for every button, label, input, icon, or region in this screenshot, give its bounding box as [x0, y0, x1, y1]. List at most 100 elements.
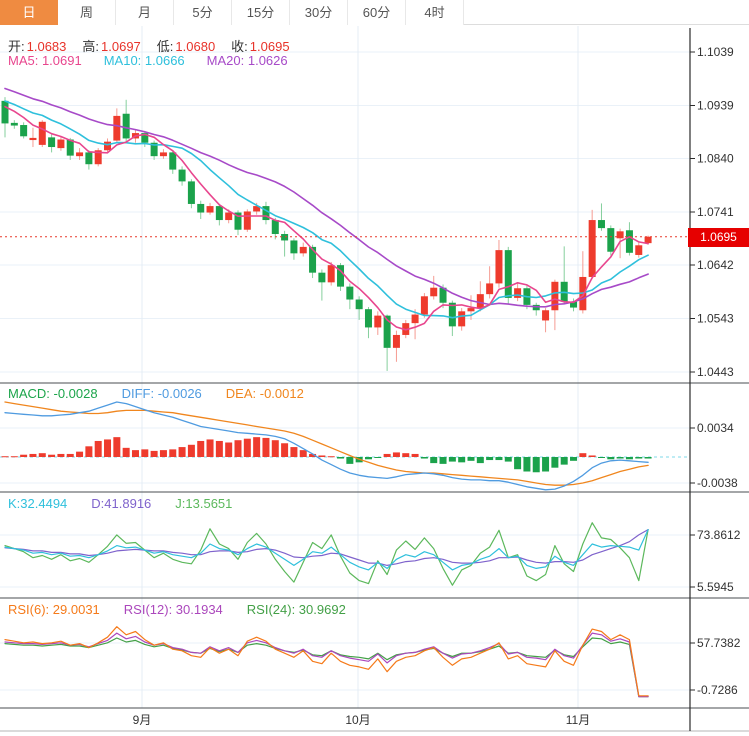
macd-hist-bar — [551, 457, 559, 468]
candle-body — [542, 310, 550, 321]
candle-body — [448, 302, 456, 327]
candle-body — [644, 236, 652, 244]
macd-hist-bar — [392, 452, 400, 457]
macd-hist-bar — [514, 457, 522, 470]
low-pair: 低: 1.0680 — [157, 36, 215, 55]
candle-body — [588, 220, 596, 277]
open-pair: 开: 1.0683 — [8, 36, 66, 55]
d-line — [4, 528, 649, 567]
macd-hist-bar — [169, 449, 177, 457]
high-pair: 高: 1.0697 — [82, 36, 140, 55]
candle-body — [262, 206, 270, 221]
candle-body — [439, 287, 447, 303]
tab-timeframe-7[interactable]: 4时 — [406, 0, 464, 25]
macd-hist-bar — [309, 453, 317, 457]
rsi-legend-row: RSI(6): 29.0031 RSI(12): 30.1934 RSI(24)… — [8, 602, 346, 617]
macd-hist-bar — [104, 439, 112, 457]
macd-hist-bar — [364, 457, 372, 460]
macd-hist-bar — [607, 457, 615, 460]
macd-hist-bar — [439, 457, 447, 464]
candle-body — [206, 206, 214, 213]
axis-label: 0.0034 — [697, 421, 734, 435]
tab-timeframe-6[interactable]: 60分 — [348, 0, 406, 25]
macd-hist-bar — [579, 453, 587, 457]
macd-hist-bar — [476, 457, 484, 464]
rsi12-value-legend: RSI(12): 30.1934 — [123, 602, 223, 617]
macd-hist-bar — [420, 457, 428, 459]
macd-hist-bar — [159, 450, 167, 457]
tab-timeframe-0[interactable]: 日 — [0, 0, 58, 25]
candle-body — [94, 150, 102, 165]
axis-label: 1.0543 — [697, 312, 734, 326]
macd-hist-bar — [402, 453, 410, 457]
month-label: 10月 — [345, 713, 370, 727]
macd-hist-bar — [346, 457, 354, 464]
macd-hist-bar — [113, 437, 121, 457]
macd-value-legend: MACD: -0.0028 — [8, 386, 98, 401]
candle-body — [169, 152, 177, 170]
macd-hist-bar — [215, 440, 223, 457]
open-value: 1.0683 — [26, 39, 67, 54]
tab-timeframe-2[interactable]: 月 — [116, 0, 174, 25]
axis-label: -0.7286 — [697, 683, 738, 697]
macd-hist-bar — [560, 457, 568, 465]
macd-hist-bar — [597, 457, 605, 458]
candle-body — [616, 231, 624, 239]
macd-hist-bar — [38, 453, 46, 457]
high-label: 高: — [82, 39, 100, 54]
ma5-legend: MA5: 1.0691 — [8, 53, 82, 68]
macd-hist-bar — [225, 442, 233, 457]
macd-hist-bar — [29, 453, 37, 457]
macd-hist-bar — [94, 440, 102, 457]
macd-hist-bar — [327, 456, 335, 458]
candle-body — [122, 113, 130, 139]
macd-hist-bar — [486, 457, 494, 461]
tab-timeframe-1[interactable]: 周 — [58, 0, 116, 25]
macd-hist-bar — [243, 438, 251, 457]
candle-body — [420, 296, 428, 315]
candle-body — [318, 272, 326, 283]
macd-hist-bar — [187, 444, 195, 457]
rsi24-line — [4, 637, 649, 698]
macd-hist-bar — [458, 457, 466, 463]
rsi12-line — [4, 632, 649, 698]
ma10-legend: MA10: 1.0666 — [103, 53, 185, 68]
candle-body — [197, 203, 205, 213]
macd-hist-bar — [122, 447, 130, 457]
tab-timeframe-5[interactable]: 30分 — [290, 0, 348, 25]
candle-body — [467, 308, 475, 312]
candle-body — [243, 211, 251, 230]
macd-hist-bar — [318, 455, 326, 457]
close-label: 收: — [231, 39, 248, 54]
candle-body — [495, 250, 503, 284]
low-label: 低: — [156, 39, 174, 54]
ma20-legend: MA20: 1.0626 — [206, 53, 288, 68]
candle-body — [38, 121, 46, 145]
last-price-badge: 1.0695 — [688, 228, 749, 247]
candle-body — [309, 246, 317, 273]
month-label: 11月 — [566, 713, 590, 727]
macd-hist-bar — [20, 454, 28, 457]
kdj-legend-row: K:32.4494 D:41.8916 J:13.5651 — [8, 496, 232, 511]
macd-hist-bar — [299, 450, 307, 457]
candle-body — [597, 220, 605, 229]
macd-hist-bar — [85, 446, 93, 457]
candle-body — [178, 169, 186, 182]
ma5-line — [4, 105, 649, 331]
axis-label: 1.0741 — [697, 205, 734, 219]
macd-hist-bar — [141, 449, 149, 457]
tab-timeframe-3[interactable]: 5分 — [174, 0, 232, 25]
candle-body — [392, 334, 400, 348]
macd-hist-bar — [616, 457, 624, 459]
tab-timeframe-4[interactable]: 15分 — [232, 0, 290, 25]
axis-label: 1.0642 — [697, 258, 734, 272]
candle-body — [635, 245, 643, 255]
macd-hist-bar — [467, 457, 475, 461]
month-label: 9月 — [133, 713, 152, 727]
candle-body — [364, 309, 372, 328]
macd-hist-bar — [281, 443, 289, 457]
macd-hist-bar — [76, 451, 84, 457]
macd-hist-bar — [131, 450, 139, 457]
candle-body — [76, 152, 84, 157]
macd-hist-bar — [504, 457, 512, 462]
